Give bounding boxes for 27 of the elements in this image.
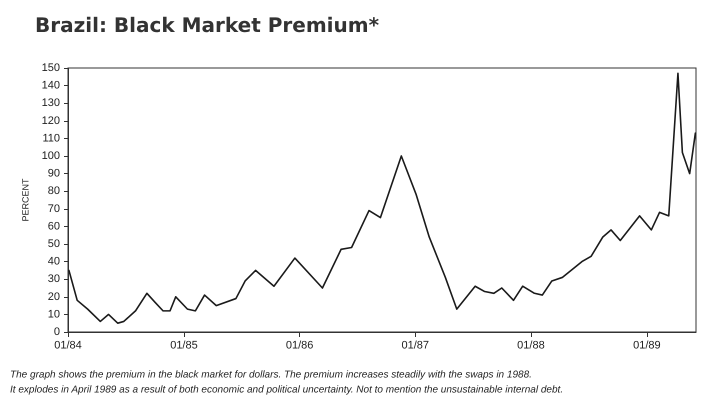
x-tick-label: 01/88	[517, 340, 545, 352]
y-tick-label: 100	[42, 150, 60, 162]
y-tick-label: 40	[48, 256, 60, 268]
y-tick-label: 60	[48, 220, 60, 232]
x-tick-label: 01/85	[170, 340, 198, 352]
x-tick-label: 01/86	[286, 340, 314, 352]
y-tick-label: 140	[42, 80, 60, 92]
chart-title: Brazil: Black Market Premium*	[35, 13, 380, 37]
line-series	[68, 72, 696, 324]
y-tick-label: 130	[42, 97, 60, 110]
y-tick-label: 20	[48, 290, 60, 303]
text: The graph shows the premium in the black market for dollars. The premium increases steadily with the swaps in 1988.	[10, 370, 532, 380]
y-tick-label: 120	[42, 114, 60, 127]
text: It explodes in April 1989 as a result of both economic and political uncertainty. Not to mention the unsustainable internal debt.	[10, 384, 564, 396]
y-tick-label: 70	[48, 202, 60, 215]
y-tick-label: 90	[48, 168, 60, 180]
y-tick-label: 0	[54, 326, 60, 338]
y-tick-label: 150	[42, 62, 60, 74]
y-tick-label: 50	[48, 238, 60, 250]
y-axis-title: PERCENT	[20, 178, 30, 222]
x-tick-label: 01/84	[54, 340, 82, 352]
y-tick-label: 30	[48, 273, 60, 286]
y-tick-label: 110	[42, 132, 60, 144]
y-tick-label: 10	[48, 308, 60, 320]
x-tick-label: 01/89	[633, 340, 661, 352]
x-tick-label: 01/87	[402, 340, 430, 352]
y-tick-label: 80	[48, 185, 60, 198]
